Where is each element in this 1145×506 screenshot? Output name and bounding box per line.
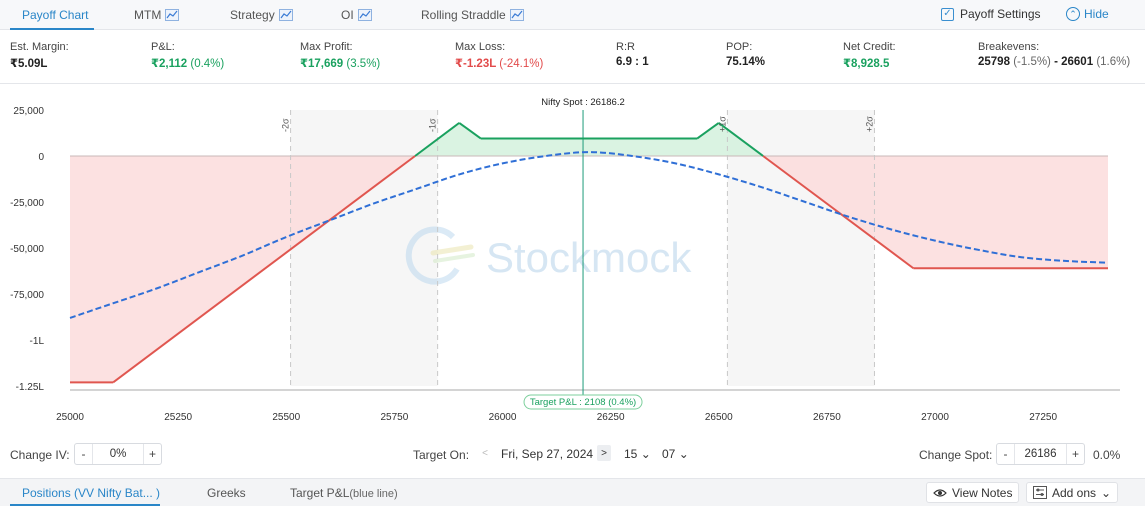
change-iv-label: Change IV:	[10, 448, 70, 462]
payoff-settings-toggle[interactable]: ✓ Payoff Settings	[941, 7, 1041, 21]
expiry-pnl-segment	[718, 122, 764, 157]
trend-chart-icon	[165, 9, 180, 21]
iv-value[interactable]: 0%	[109, 448, 127, 460]
tab-oi[interactable]: OI	[341, 8, 372, 22]
stats-row: Est. Margin: ₹5.09L P&L: ₹2,112 (0.4%) M…	[0, 30, 1145, 84]
y-tick-label: -75,000	[10, 290, 44, 301]
x-tick-label: 26000	[489, 412, 517, 423]
prev-date-button[interactable]: <	[482, 447, 488, 459]
chevron-down-icon: ⌄	[640, 447, 651, 461]
iv-decrement-button[interactable]: -	[75, 444, 93, 464]
payoff-chart[interactable]: Stockmock -2σ -1σ +1σ +2σ 25,000 0 -25,000 -50,…	[0, 84, 1145, 440]
expiry-pnl-segment	[112, 155, 416, 384]
y-tick-label: 0	[38, 152, 44, 163]
y-tick-label: -50,000	[10, 244, 44, 255]
target-on-label: Target On:	[413, 448, 470, 462]
checkbox-checked-icon[interactable]: ✓	[941, 7, 954, 21]
x-tick-label: 25000	[56, 412, 84, 423]
iv-increment-button[interactable]: +	[143, 444, 161, 464]
expiry-pnl-segment	[458, 122, 482, 140]
y-tick-label: -1.25L	[16, 382, 45, 393]
tab-target-pnl[interactable]: Target P&L(blue line)	[290, 486, 398, 500]
tab-greeks[interactable]: Greeks	[207, 486, 246, 500]
trend-chart-icon	[357, 9, 372, 21]
y-tick-label: -25,000	[10, 198, 44, 209]
tab-mtm[interactable]: MTM	[134, 8, 180, 22]
stat-breakevens: Breakevens: 25798 (-1.5%) - 26601 (1.6%)	[978, 41, 1131, 68]
top-tab-bar: Payoff Chart MTM Strategy OI Rolling Str…	[0, 0, 1145, 30]
next-date-button[interactable]: >	[597, 445, 611, 461]
active-tab-indicator	[10, 28, 94, 30]
stockmock-logo-icon	[405, 226, 475, 285]
stat-risk-reward: R:R 6.9 : 1	[616, 41, 649, 68]
spot-stepper[interactable]: - 26186 +	[996, 443, 1085, 465]
tab-strategy[interactable]: Strategy	[230, 8, 293, 22]
hour-select[interactable]: 15 ⌄	[624, 447, 651, 461]
add-ons-button[interactable]: Add ons ⌄	[1026, 482, 1119, 503]
stat-max-loss: Max Loss: ₹-1.23L (-24.1%)	[455, 41, 544, 70]
change-spot-label: Change Spot:	[919, 448, 993, 462]
x-tick-label: 25250	[164, 412, 192, 423]
chevron-down-icon: ⌄	[678, 447, 689, 461]
tab-positions[interactable]: Positions (VV Nifty Bat... )	[22, 486, 161, 500]
chevron-down-icon: ⌄	[1101, 485, 1112, 500]
chevron-up-icon: ⌃	[1066, 7, 1080, 21]
minute-select[interactable]: 07 ⌄	[662, 447, 689, 461]
view-notes-button[interactable]: View Notes	[926, 482, 1020, 503]
target-date[interactable]: Fri, Sep 27, 2024	[501, 447, 594, 461]
x-tick-label: 26250	[597, 412, 625, 423]
x-tick-label: 27250	[1029, 412, 1057, 423]
watermark: Stockmock	[405, 226, 692, 285]
x-tick-label: 26750	[813, 412, 841, 423]
target-pnl-pill	[523, 394, 643, 410]
active-tab-indicator	[10, 504, 160, 506]
stat-net-credit: Net Credit: ₹8,928.5	[843, 41, 896, 70]
bottom-tab-bar: Positions (VV Nifty Bat... ) Greeks Targ…	[0, 478, 1145, 506]
pnl-lines	[69, 110, 1109, 403]
x-tick-label: 25750	[380, 412, 408, 423]
expiry-pnl-segment	[696, 122, 720, 140]
eye-icon	[933, 488, 947, 497]
x-tick-label: 26500	[705, 412, 733, 423]
tab-rolling-straddle[interactable]: Rolling Straddle	[421, 8, 524, 22]
iv-stepper[interactable]: - 0% +	[74, 443, 162, 465]
x-tick-label: 27000	[921, 412, 949, 423]
chart-grid	[70, 110, 1120, 391]
sliders-icon	[1033, 486, 1047, 499]
trend-chart-icon	[509, 9, 524, 21]
sigma-label: -2σ	[281, 118, 291, 132]
stat-max-profit: Max Profit: ₹17,669 (3.5%)	[300, 41, 381, 70]
sigma-label: +2σ	[864, 116, 874, 132]
stat-est-margin: Est. Margin: ₹5.09L	[10, 41, 69, 70]
x-tick-label: 25500	[272, 412, 300, 423]
spot-increment-button[interactable]: +	[1066, 444, 1084, 464]
stat-pnl: P&L: ₹2,112 (0.4%)	[151, 41, 225, 70]
hide-button[interactable]: ⌃ Hide	[1066, 7, 1109, 21]
stat-pop: POP: 75.14%	[726, 41, 766, 68]
sigma-label: -1σ	[428, 118, 438, 132]
watermark-text: Stockmock	[486, 234, 692, 281]
spot-value[interactable]: 26186	[1024, 448, 1057, 460]
spot-label: Nifty Spot : 26186.2	[541, 97, 624, 108]
expiry-pnl-segment	[762, 155, 914, 270]
y-tick-label: -1L	[30, 336, 45, 347]
y-tick-label: 25,000	[13, 106, 44, 117]
loss-fill-area	[70, 156, 1108, 383]
expiry-pnl-segment	[414, 122, 460, 157]
tab-payoff-chart[interactable]: Payoff Chart	[22, 8, 89, 22]
sigma-label: +1σ	[717, 116, 727, 132]
target-pnl-label: Target P&L : 2108 (0.4%)	[530, 397, 636, 408]
spot-change-pct: 0.0%	[1093, 448, 1121, 462]
axis-labels: -2σ -1σ +1σ +2σ 25,000 0 -25,000 -50,000 -75,000…	[10, 97, 1057, 423]
spot-decrement-button[interactable]: -	[997, 444, 1015, 464]
trend-chart-icon	[278, 9, 293, 21]
target-pnl-curve	[69, 151, 1109, 319]
chart-controls: Change IV: - 0% + Target On: < Fri, Sep …	[0, 440, 1145, 470]
